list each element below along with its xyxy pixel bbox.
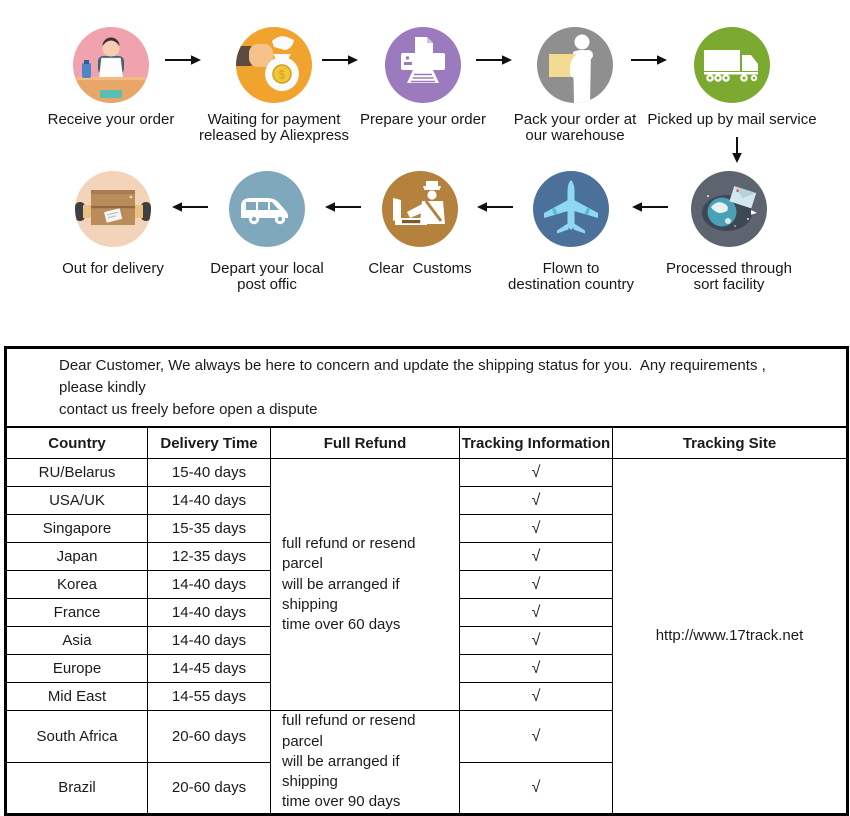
arrow-right-icon	[475, 53, 513, 72]
country-cell: Singapore	[5, 514, 148, 544]
header-country: Country	[5, 426, 148, 460]
globe-parcel-icon	[691, 171, 767, 247]
notice-row: Dear Customer, We always be here to conc…	[4, 347, 849, 429]
delivery-box-icon	[75, 171, 151, 247]
full-refund-cell: full refund or resend parcel will be arr…	[270, 458, 460, 712]
header-site: Tracking Site	[611, 426, 849, 460]
shipping-flow-diagram: Receive your order $ Waiting for payment r…	[0, 0, 850, 346]
svg-text:$: $	[278, 68, 286, 82]
printer-icon	[385, 27, 461, 103]
tracking-check-cell: √	[459, 626, 613, 656]
arrow-left-icon	[476, 200, 514, 219]
country-cell: USA/UK	[5, 486, 148, 516]
delivery-time-cell: 15-35 days	[147, 514, 271, 544]
tracking-check-cell: √	[459, 542, 613, 572]
flow-step: Pack your order at our warehouse	[487, 27, 663, 144]
flow-step-label: Flown to destination country	[508, 260, 634, 293]
tracking-check-cell: √	[459, 598, 613, 628]
shipping-table-section: Dear Customer, We always be here to conc…	[4, 346, 850, 816]
country-cell: RU/Belarus	[5, 458, 148, 488]
delivery-time-cell: 15-40 days	[147, 458, 271, 488]
money-bag-icon: $	[236, 27, 312, 103]
delivery-time-cell: 12-35 days	[147, 542, 271, 572]
table-row: Japan 12-35 days √	[5, 542, 848, 572]
table-row: Mid East 14-55 days √	[5, 682, 848, 712]
flow-step: Out for delivery	[25, 171, 201, 277]
delivery-time-cell: 14-40 days	[147, 570, 271, 600]
flow-step: Clear Customs	[332, 171, 508, 277]
delivery-time-cell: 14-55 days	[147, 682, 271, 712]
country-cell: Korea	[5, 570, 148, 600]
full-refund-cell: full refund or resend parcel will be arr…	[270, 710, 460, 815]
flow-step-label: Clear Customs	[368, 260, 472, 277]
header-row: Country Delivery Time Full Refund Tracki…	[5, 426, 849, 460]
flow-step-label: Out for delivery	[62, 260, 164, 277]
flow-step: $ Waiting for payment released by Aliexpr…	[186, 27, 362, 144]
truck-icon	[694, 27, 770, 103]
header-refund: Full Refund	[270, 426, 460, 460]
delivery-time-cell: 14-45 days	[147, 654, 271, 684]
flow-step-label: Waiting for payment released by Aliexpre…	[198, 111, 350, 144]
tracking-check-cell: √	[459, 710, 613, 763]
arrow-left-icon	[631, 200, 669, 219]
flow-step-label: Prepare your order	[360, 111, 486, 128]
flow-step-label: Picked up by mail service	[647, 111, 817, 128]
header-tracking: Tracking Information	[459, 426, 613, 460]
arrow-down-icon	[730, 136, 744, 169]
flow-step: Depart your local post offic	[179, 171, 355, 293]
country-cell: France	[5, 598, 148, 628]
country-cell: Brazil	[5, 761, 148, 815]
table-row: Korea 14-40 days √	[5, 570, 848, 600]
tracking-check-cell: √	[459, 486, 613, 516]
airplane-icon	[533, 171, 609, 247]
post-van-icon	[229, 171, 305, 247]
table-row: Asia 14-40 days √	[5, 626, 848, 656]
country-cell: South Africa	[5, 710, 148, 763]
arrow-right-icon	[164, 53, 202, 72]
flow-step-label: Pack your order at our warehouse	[513, 111, 637, 144]
flow-step-label: Processed through sort facility	[666, 260, 792, 293]
flow-step: Flown to destination country	[483, 171, 659, 293]
country-cell: Mid East	[5, 682, 148, 712]
delivery-time-cell: 20-60 days	[147, 710, 271, 763]
arrow-right-icon	[321, 53, 359, 72]
delivery-time-cell: 20-60 days	[147, 761, 271, 815]
tracking-check-cell: √	[459, 570, 613, 600]
delivery-time-cell: 14-40 days	[147, 486, 271, 516]
customer-notice: Dear Customer, We always be here to conc…	[4, 347, 849, 429]
flow-step: Processed through sort facility	[641, 171, 817, 293]
flow-step: Picked up by mail service	[644, 27, 820, 128]
flow-step: Receive your order	[23, 27, 199, 128]
arrow-left-icon	[171, 200, 209, 219]
shipping-table: Dear Customer, We always be here to conc…	[4, 346, 850, 816]
arrow-left-icon	[324, 200, 362, 219]
table-row: France 14-40 days √	[5, 598, 848, 628]
customs-officer-icon	[382, 171, 458, 247]
tracking-check-cell: √	[459, 761, 613, 815]
arrow-right-icon	[630, 53, 668, 72]
flow-step-label: Receive your order	[47, 111, 175, 128]
flow-step-label: Depart your local post offic	[210, 260, 324, 293]
country-cell: Europe	[5, 654, 148, 684]
country-cell: Japan	[5, 542, 148, 572]
tracking-site-cell: http://www.17track.net	[611, 458, 849, 815]
pack-box-icon	[537, 27, 613, 103]
delivery-time-cell: 14-40 days	[147, 598, 271, 628]
tracking-check-cell: √	[459, 682, 613, 712]
table-row: RU/Belarus 15-40 days full refund or resen…	[5, 458, 849, 815]
tracking-check-cell: √	[459, 654, 613, 684]
header-delivery: Delivery Time	[147, 426, 271, 460]
table-row: Singapore 15-35 days √	[5, 514, 848, 544]
person-at-desk-icon	[73, 27, 149, 103]
tracking-check-cell: √	[459, 514, 613, 544]
country-cell: Asia	[5, 626, 148, 656]
delivery-time-cell: 14-40 days	[147, 626, 271, 656]
tracking-check-cell: √	[459, 458, 613, 488]
flow-step: Prepare your order	[335, 27, 511, 128]
